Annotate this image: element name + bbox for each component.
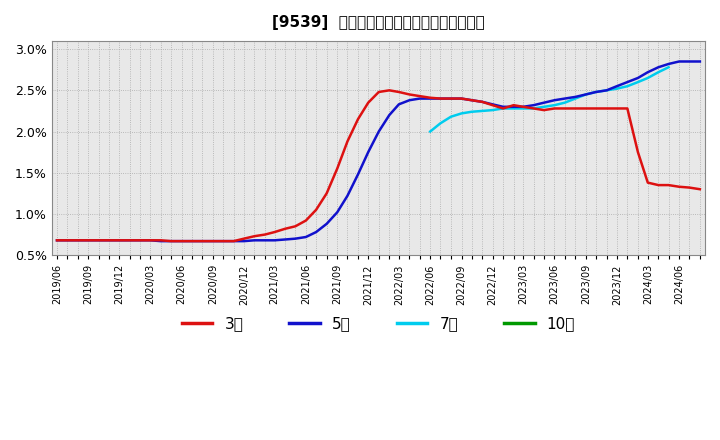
Legend: 3年, 5年, 7年, 10年: 3年, 5年, 7年, 10年 xyxy=(176,310,581,337)
Title: [9539]  経常利益マージンの標準偏差の推移: [9539] 経常利益マージンの標準偏差の推移 xyxy=(272,15,485,30)
